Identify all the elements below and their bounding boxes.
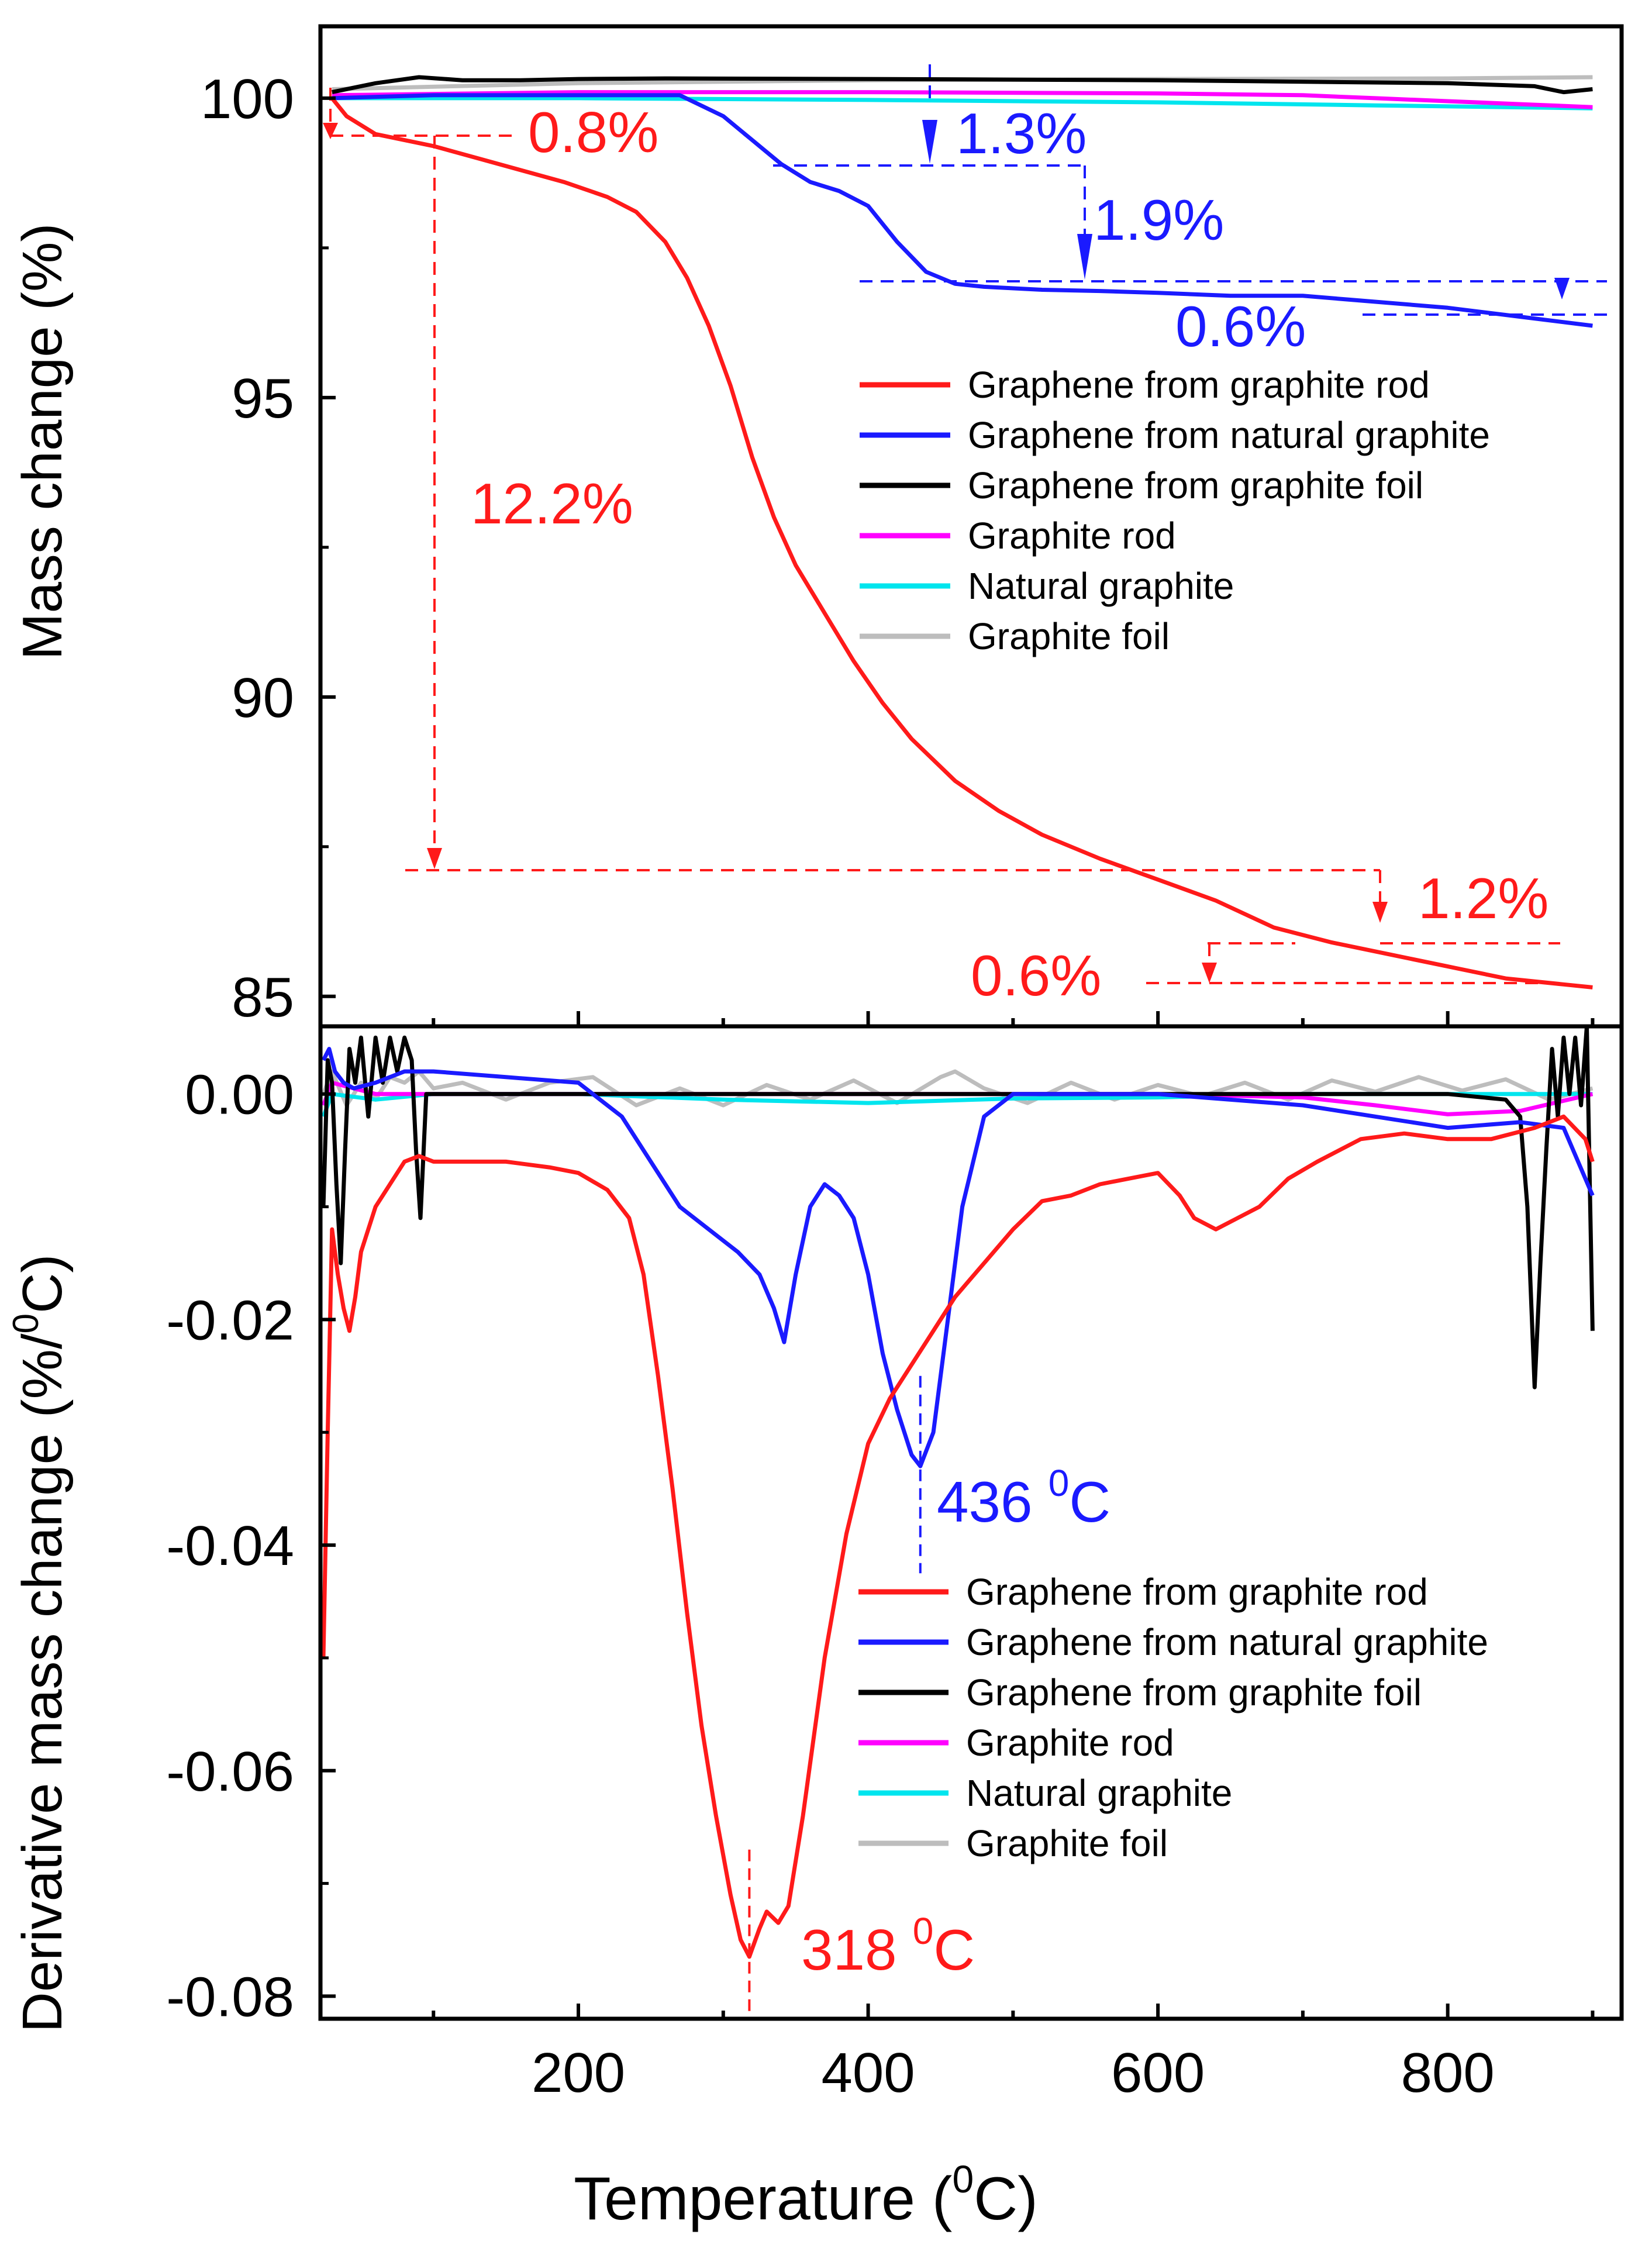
arrowhead-1.2 bbox=[1372, 902, 1388, 923]
bottom-series-graphene-from-natural-graphite bbox=[321, 1047, 1595, 1468]
top-legend-label-graphene-from-graphite-foil: Graphene from graphite foil bbox=[968, 464, 1423, 506]
annotation-12.2: 12.2% bbox=[471, 471, 633, 536]
top-series-graphene-from-graphite-foil bbox=[332, 75, 1593, 95]
peak-label-436: 436 0C bbox=[937, 1462, 1110, 1534]
top-series-graphene-from-natural-graphite bbox=[332, 93, 1593, 328]
top-legend-label-graphene-from-natural-graphite: Graphene from natural graphite bbox=[968, 414, 1490, 456]
annotation-1.3: 1.3% bbox=[956, 101, 1087, 166]
bottom-panel-derivative: 436 0C 318 0C Graphene from graphite rod… bbox=[6, 1024, 1595, 2233]
x-axis-label: Temperature (0C) bbox=[574, 2157, 1038, 2233]
x-tick-label: 200 bbox=[532, 2042, 625, 2104]
bottom-y-tick-label: -0.08 bbox=[166, 1966, 294, 2028]
top-legend: Graphene from graphite rod Graphene from … bbox=[860, 364, 1490, 657]
top-y-tick-label: 90 bbox=[232, 667, 294, 729]
bottom-legend-label-graphite-foil: Graphite foil bbox=[966, 1822, 1168, 1864]
bottom-y-tick-label: -0.02 bbox=[166, 1289, 294, 1351]
x-tick-label: 600 bbox=[1111, 2042, 1205, 2104]
top-axes: 85 90 95 100 bbox=[201, 68, 1595, 1029]
x-tick-label: 400 bbox=[821, 2042, 915, 2104]
annotation-0.8: 0.8% bbox=[528, 100, 658, 164]
bottom-axes: 0.00 -0.02 -0.04 -0.06 -0.08 200 400 600 800 bbox=[166, 1064, 1595, 2104]
bottom-series-lines bbox=[321, 1024, 1595, 1959]
top-series-graphene-from-graphite-rod bbox=[330, 96, 1593, 989]
plot-frame bbox=[318, 24, 1624, 2021]
bottom-legend-label-natural-graphite: Natural graphite bbox=[966, 1772, 1232, 1814]
top-panel-mass-change: 0.8% 12.2% 1.2% 0.6% 1.3% 1.9% 0.6% Grap… bbox=[11, 64, 1614, 1029]
top-series-lines bbox=[330, 75, 1593, 989]
top-y-tick-label: 95 bbox=[232, 367, 294, 430]
top-y-tick-label: 85 bbox=[232, 966, 294, 1029]
bottom-series-graphene-from-graphite-foil bbox=[321, 1024, 1595, 1390]
bottom-y-tick-label: -0.06 bbox=[166, 1740, 294, 1803]
bottom-y-tick-label: -0.04 bbox=[166, 1515, 294, 1577]
bottom-y-axis-label: Derivative mass change (%/0C) bbox=[6, 1254, 74, 2033]
arrowhead-0.6-blue bbox=[1554, 278, 1570, 299]
annotation-1.9: 1.9% bbox=[1094, 188, 1224, 252]
bottom-legend-label-graphite-rod: Graphite rod bbox=[966, 1722, 1174, 1764]
bottom-legend-label-graphene-from-natural-graphite: Graphene from natural graphite bbox=[966, 1621, 1488, 1663]
top-y-axis-label: Mass change (%) bbox=[11, 223, 74, 660]
arrowhead-1.3 bbox=[922, 120, 937, 164]
bottom-legend: Graphene from graphite rod Graphene from … bbox=[858, 1571, 1488, 1864]
bottom-series-graphite-foil bbox=[321, 1069, 1594, 1108]
arrowhead-0.8 bbox=[323, 123, 338, 139]
top-legend-label-natural-graphite: Natural graphite bbox=[968, 565, 1234, 607]
bottom-series-graphene-from-graphite-rod bbox=[321, 1114, 1595, 1959]
x-tick-label: 800 bbox=[1401, 2042, 1495, 2104]
bottom-y-tick-label: 0.00 bbox=[185, 1064, 294, 1126]
top-series-natural-graphite bbox=[332, 96, 1593, 111]
bottom-peak-labels: 436 0C 318 0C bbox=[801, 1462, 1110, 1982]
top-annotation-labels: 0.8% 12.2% 1.2% 0.6% 1.3% 1.9% 0.6% bbox=[471, 100, 1548, 1008]
arrowhead-12.2 bbox=[427, 848, 442, 869]
bottom-peak-markers bbox=[748, 1375, 922, 2019]
top-annotation-arrowheads bbox=[323, 120, 1570, 983]
annotation-1.2: 1.2% bbox=[1418, 866, 1548, 930]
top-legend-label-graphene-from-graphite-rod: Graphene from graphite rod bbox=[968, 364, 1430, 406]
top-series-graphite-rod bbox=[332, 90, 1593, 109]
arrowhead-1.9 bbox=[1077, 234, 1092, 280]
top-legend-label-graphite-foil: Graphite foil bbox=[968, 615, 1170, 657]
top-y-tick-label: 100 bbox=[201, 68, 294, 130]
top-annotation-guides bbox=[329, 64, 1614, 984]
bottom-legend-label-graphene-from-graphite-rod: Graphene from graphite rod bbox=[966, 1571, 1428, 1613]
annotation-0.6-red: 0.6% bbox=[971, 943, 1101, 1008]
arrowhead-0.6-red bbox=[1202, 963, 1217, 983]
peak-label-318: 318 0C bbox=[801, 1910, 975, 1982]
bottom-legend-label-graphene-from-graphite-foil: Graphene from graphite foil bbox=[966, 1671, 1422, 1713]
annotation-0.6-blue: 0.6% bbox=[1175, 294, 1306, 358]
top-legend-label-graphite-rod: Graphite rod bbox=[968, 515, 1176, 557]
